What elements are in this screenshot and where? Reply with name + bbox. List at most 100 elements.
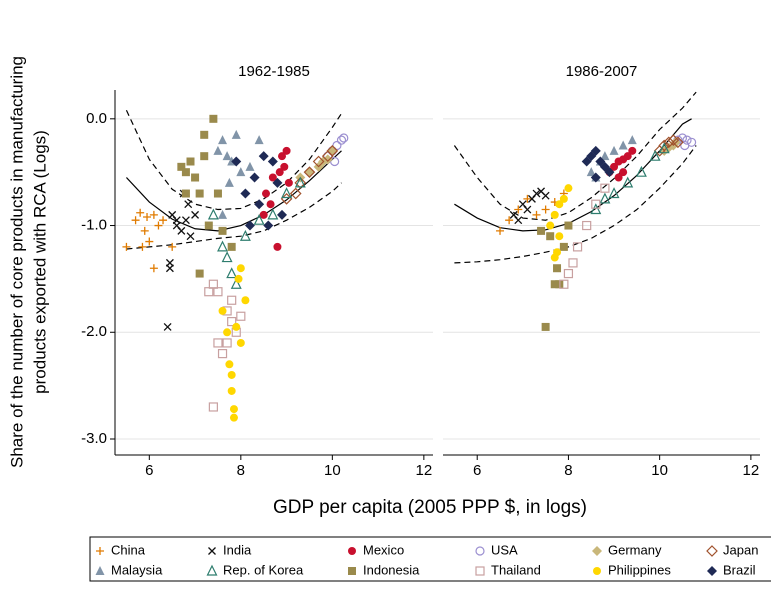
point (200, 152, 209, 161)
point (253, 213, 265, 225)
point (227, 242, 236, 251)
legend-label: Brazil (723, 562, 756, 577)
point (236, 264, 245, 273)
point (177, 162, 186, 171)
y-axis-label: Share of the number of core products in … (7, 56, 26, 468)
point (555, 232, 564, 241)
point (273, 242, 282, 251)
point (240, 188, 251, 199)
point (599, 192, 611, 204)
point (184, 200, 193, 209)
point (590, 145, 601, 156)
point (267, 208, 279, 220)
point (222, 338, 232, 348)
legend-marker (707, 566, 717, 576)
point (559, 279, 569, 289)
point (658, 142, 670, 154)
point (222, 151, 232, 161)
point (208, 402, 218, 412)
point (209, 114, 218, 123)
point (275, 168, 284, 177)
point (122, 242, 131, 251)
point (537, 226, 546, 235)
point (213, 287, 223, 297)
panel-title: 1986-2007 (566, 63, 638, 80)
point (514, 205, 523, 214)
point (282, 146, 291, 155)
point (619, 168, 628, 177)
x-tick-label: 12 (416, 462, 433, 479)
point (217, 240, 228, 252)
point (550, 210, 559, 219)
legend-marker (96, 547, 104, 555)
point (272, 177, 283, 188)
point (590, 172, 601, 183)
point (145, 237, 154, 246)
legend-box (89, 536, 771, 582)
point (204, 221, 213, 230)
point (614, 173, 623, 182)
x-tick-label: 8 (564, 462, 572, 479)
point (496, 226, 505, 235)
legend-marker (592, 546, 602, 556)
y-axis-label: products exported with RCA (Logs) (30, 130, 49, 394)
point (229, 405, 238, 414)
legend-label: Germany (608, 542, 662, 557)
y-tick-label: -2.0 (81, 323, 107, 340)
point (322, 154, 333, 165)
point (231, 156, 242, 167)
point (555, 200, 564, 209)
point (572, 242, 583, 252)
point (635, 165, 647, 177)
legend-label: Rep. of Korea (223, 562, 304, 577)
point (159, 216, 168, 225)
point (610, 162, 619, 171)
point (218, 226, 227, 235)
legend-label: China (111, 542, 146, 557)
point (608, 187, 620, 199)
legend-marker (348, 547, 356, 555)
point (231, 129, 241, 139)
point (672, 136, 684, 149)
point (278, 152, 287, 161)
point (563, 268, 574, 279)
point (213, 189, 222, 198)
point (559, 194, 568, 203)
point (553, 264, 562, 273)
point (505, 216, 514, 225)
point (523, 205, 532, 214)
point (213, 145, 223, 155)
legend-label: Philippines (608, 562, 671, 577)
point (514, 216, 523, 225)
legend-label: Malaysia (111, 562, 163, 577)
point (227, 386, 236, 395)
point (326, 144, 339, 157)
point (218, 306, 227, 315)
plot-area (453, 91, 697, 331)
point (143, 213, 152, 222)
point (261, 189, 270, 198)
legend-marker (475, 546, 485, 556)
point (294, 177, 307, 189)
point (181, 189, 190, 198)
point (236, 311, 246, 321)
point (546, 221, 555, 230)
legend-marker (348, 567, 356, 575)
fit-curve (453, 91, 697, 221)
legend-label: Thailand (491, 562, 541, 577)
point (268, 173, 277, 182)
point (582, 220, 592, 231)
point (186, 232, 195, 241)
point (609, 145, 619, 155)
point (230, 277, 242, 289)
x-tick-label: 8 (237, 462, 245, 479)
point (289, 187, 302, 200)
point (591, 199, 601, 209)
point (266, 200, 275, 209)
legend-marker (206, 564, 218, 576)
point (267, 156, 278, 167)
point (168, 242, 177, 251)
point (181, 216, 190, 225)
point (550, 280, 559, 289)
point (263, 220, 274, 231)
